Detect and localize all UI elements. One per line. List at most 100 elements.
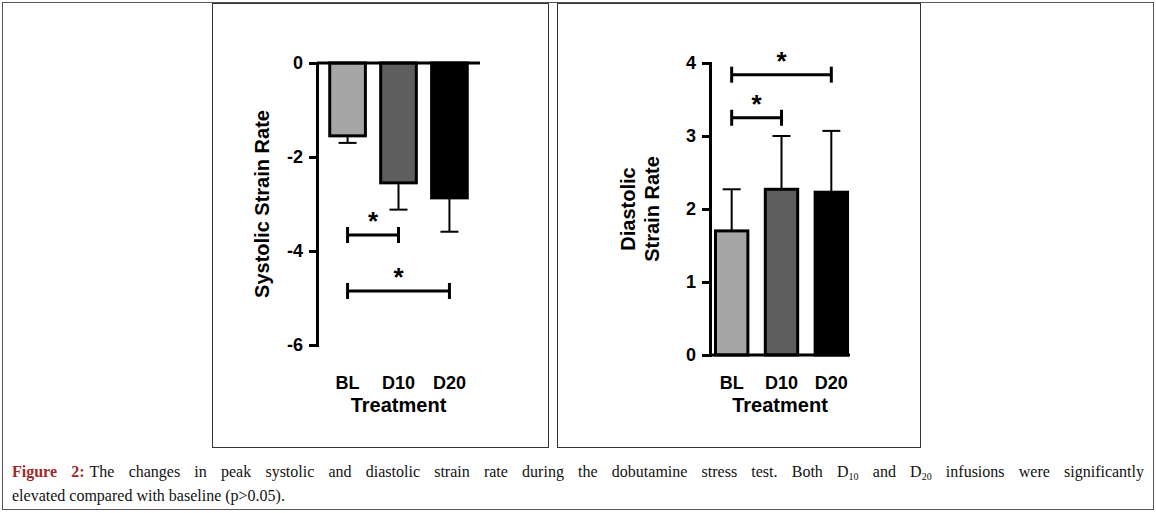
error-bar-cap — [339, 142, 357, 144]
caption-text: elevated compared with baseline (p>0.05)… — [12, 487, 285, 504]
x-tick-label: D10 — [765, 373, 798, 393]
error-bar-cap — [822, 130, 840, 132]
error-bar — [440, 198, 458, 232]
y-tick: 2 — [686, 199, 710, 219]
y-tick: 4 — [686, 53, 710, 73]
error-bar-stem — [731, 189, 733, 231]
bracket-end — [397, 227, 400, 243]
x-axis: BL D10 D20 — [720, 373, 848, 393]
error-bar — [723, 189, 741, 231]
caption-subscript: 10 — [849, 471, 859, 482]
x-tick: BL — [336, 373, 360, 393]
caption-text: The changes in peak systolic and diastol… — [90, 463, 849, 480]
bar — [330, 63, 366, 136]
y-tick-mark — [702, 62, 710, 65]
figure: -6-4-20BLD10D20TreatmentSystolic Strain … — [0, 0, 1156, 513]
significance-label: * — [776, 46, 787, 76]
y-tick-label: 0 — [686, 345, 696, 365]
y-tick: -6 — [287, 335, 317, 355]
error-bar — [390, 183, 408, 210]
y-tick: -2 — [287, 147, 317, 167]
bar — [381, 63, 417, 183]
panel-frame — [558, 4, 921, 448]
x-tick: BL — [720, 373, 744, 393]
error-bar — [339, 136, 357, 143]
y-tick-label: -2 — [287, 147, 303, 167]
error-bar-stem — [347, 136, 349, 143]
x-axis-line — [317, 62, 480, 65]
y-axis-title: Diastolic — [617, 167, 639, 250]
y-tick-label: -6 — [287, 335, 303, 355]
caption-label: Figure 2: — [12, 463, 85, 480]
caption-subscript: 20 — [922, 471, 932, 482]
x-tick: D20 — [815, 373, 848, 393]
significance-label: * — [393, 262, 404, 292]
bracket-end — [830, 67, 833, 83]
error-bar-cap — [390, 209, 408, 211]
error-bar — [822, 131, 840, 192]
bracket-end — [448, 283, 451, 299]
error-bar-cap — [440, 231, 458, 233]
caption: Figure 2: The changes in peak systolic an… — [12, 460, 1144, 508]
y-tick: 0 — [293, 53, 317, 73]
x-axis-title: Treatment — [732, 394, 828, 416]
x-tick-label: D10 — [382, 373, 415, 393]
y-tick-mark — [309, 344, 317, 347]
panel-frame — [213, 4, 549, 448]
bar — [432, 63, 468, 198]
caption-line: elevated compared with baseline (p>0.05)… — [12, 484, 1144, 508]
x-tick-label: D20 — [433, 373, 466, 393]
y-tick: 3 — [686, 126, 710, 146]
chart-panel: -6 -4 -2 0 BL D10 D20Treatment Systolic Strain … — [213, 4, 549, 448]
y-tick-label: 0 — [293, 53, 303, 73]
y-tick: 1 — [686, 272, 710, 292]
y-tick-mark — [309, 62, 317, 65]
y-tick-mark — [309, 250, 317, 253]
x-tick: D20 — [433, 373, 466, 393]
y-tick-mark — [702, 354, 710, 357]
bracket-end — [346, 227, 349, 243]
x-tick-label: BL — [720, 373, 744, 393]
y-axis: 0 1 2 3 4 — [686, 53, 711, 365]
bar — [765, 189, 797, 355]
x-tick-label: BL — [336, 373, 360, 393]
bracket-end — [346, 283, 349, 299]
caption-text: and D — [859, 463, 922, 480]
x-axis: BL D10 D20 — [336, 373, 466, 393]
y-tick: -4 — [287, 241, 317, 261]
x-tick: D10 — [382, 373, 415, 393]
x-axis-line — [710, 354, 850, 357]
bracket-end — [730, 67, 733, 83]
x-tick: D10 — [765, 373, 798, 393]
y-tick-mark — [702, 208, 710, 211]
error-bar-cap — [773, 135, 791, 137]
x-axis-title: Treatment — [351, 394, 447, 416]
y-tick-label: 4 — [686, 53, 696, 73]
caption-text: infusions were significantly — [932, 463, 1144, 480]
plot-area — [330, 63, 468, 232]
bracket-end — [780, 110, 783, 126]
bar — [815, 192, 847, 355]
figure-svg: -6-4-20BLD10D20TreatmentSystolic Strain … — [0, 0, 1156, 513]
figure-frame — [3, 3, 1154, 510]
error-bar-stem — [830, 131, 832, 192]
error-bar-stem — [398, 183, 400, 210]
caption-line: Figure 2: The changes in peak systolic an… — [12, 460, 1144, 484]
y-axis: -6 -4 -2 0 — [287, 53, 318, 355]
bar — [715, 231, 747, 355]
x-tick-label: D20 — [815, 373, 848, 393]
y-tick: 0 — [686, 345, 710, 365]
error-bar-stem — [781, 136, 783, 189]
y-tick-mark — [309, 156, 317, 159]
y-tick-label: 1 — [686, 272, 696, 292]
y-axis-title: Systolic Strain Rate — [251, 110, 273, 298]
y-tick-mark — [702, 281, 710, 284]
significance-label: * — [752, 89, 763, 119]
y-axis-line — [702, 64, 711, 356]
significance-label: * — [368, 206, 379, 236]
bracket-end — [730, 110, 733, 126]
y-tick-label: 3 — [686, 126, 696, 146]
chart-panel: 01234BLD10D20TreatmentDiastolicStrain Ra… — [558, 4, 921, 448]
y-axis-line — [309, 64, 318, 346]
error-bar — [773, 136, 791, 189]
